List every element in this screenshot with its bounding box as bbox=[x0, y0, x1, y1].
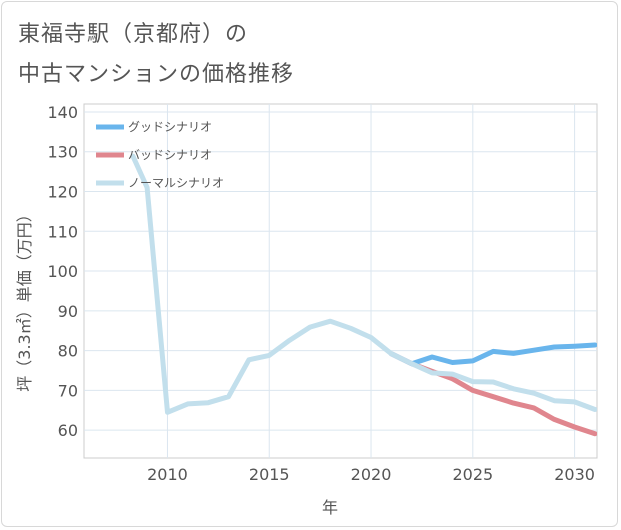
chart-title-line-1: 東福寺駅（京都府）の bbox=[18, 22, 249, 47]
y-tick-label: 60 bbox=[58, 421, 78, 440]
x-tick-label: 2025 bbox=[452, 465, 493, 484]
y-axis-label: 坪（3.3㎡）単価（万円） bbox=[15, 206, 34, 391]
plot-area bbox=[83, 103, 598, 459]
series-lines bbox=[130, 153, 597, 437]
y-tick-label: 80 bbox=[58, 342, 78, 361]
x-tick-label: 2020 bbox=[351, 465, 392, 484]
y-tick-label: 90 bbox=[58, 302, 78, 321]
chart-title-line-2: 中古マンションの価格推移 bbox=[18, 62, 295, 87]
y-tick-label: 120 bbox=[47, 183, 78, 202]
x-ticks: 2010 2015 2020 2025 2030 bbox=[147, 465, 595, 484]
series-line-2 bbox=[130, 153, 597, 415]
y-tick-label: 130 bbox=[47, 143, 78, 162]
y-tick-label: 140 bbox=[47, 103, 78, 122]
y-tick-label: 110 bbox=[47, 222, 78, 241]
legend-label[interactable]: バッドシナリオ bbox=[128, 148, 212, 162]
y-tick-label: 70 bbox=[58, 381, 78, 400]
legend-label[interactable]: グッドシナリオ bbox=[128, 120, 212, 134]
x-tick-label: 2015 bbox=[249, 465, 290, 484]
x-axis-label: 年 bbox=[322, 498, 338, 517]
y-ticks: 60 70 80 90 100 110 120 130 140 bbox=[47, 103, 78, 440]
x-tick-label: 2010 bbox=[147, 465, 188, 484]
y-tick-label: 100 bbox=[47, 262, 78, 281]
legend-label[interactable]: ノーマルシナリオ bbox=[128, 176, 224, 190]
series-line-0 bbox=[388, 342, 597, 367]
x-tick-label: 2030 bbox=[554, 465, 595, 484]
